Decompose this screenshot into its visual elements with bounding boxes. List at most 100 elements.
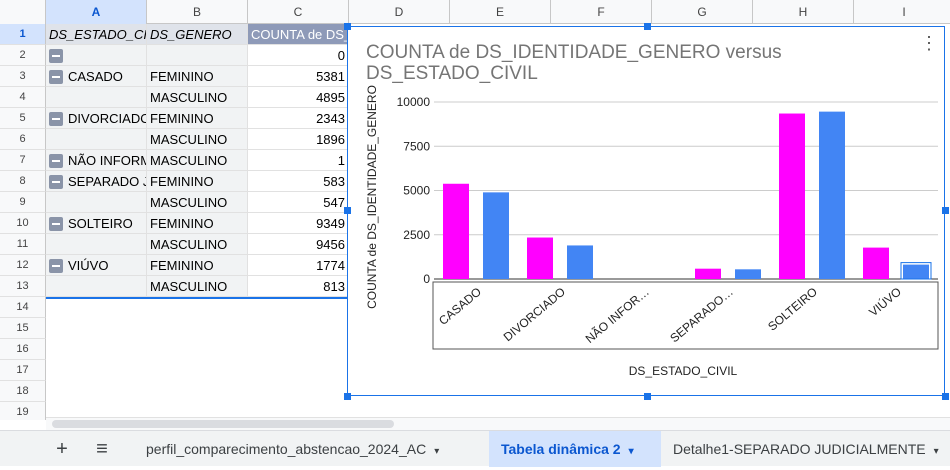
resize-handle-br[interactable] — [942, 393, 949, 400]
pivot-value-cell[interactable]: 9456 — [248, 234, 349, 255]
chevron-down-icon[interactable]: ▾ — [434, 446, 440, 457]
resize-handle-tm[interactable] — [644, 23, 651, 30]
bar-chart[interactable]: COUNTA de DS_IDENTIDADE_GENERO versus DS… — [347, 26, 945, 396]
column-header-g[interactable]: G — [652, 0, 753, 24]
resize-handle-bm[interactable] — [644, 393, 651, 400]
pivot-cell[interactable] — [46, 45, 147, 66]
pivot-row-label[interactable] — [46, 129, 147, 150]
pivot-genero-cell[interactable]: MASCULINO — [147, 234, 248, 255]
row-header-15[interactable]: 15 — [0, 318, 46, 339]
pivot-genero-cell[interactable]: FEMININO — [147, 108, 248, 129]
row-header-9[interactable]: 9 — [0, 192, 46, 213]
tab-tabela-dinamica-2[interactable]: Tabela dinâmica 2 ▾ — [489, 431, 661, 467]
tab-perfil-comparecimento[interactable]: perfil_comparecimento_abstencao_2024_AC ▾ — [146, 431, 486, 467]
column-header-b[interactable]: B — [147, 0, 248, 24]
row-header-11[interactable]: 11 — [0, 234, 46, 255]
row-header-18[interactable]: 18 — [0, 381, 46, 402]
tab-detalhe1-separado[interactable]: Detalhe1-SEPARADO JUDICIALMENTE ▾ — [673, 431, 950, 467]
pivot-genero-cell[interactable]: MASCULINO — [147, 192, 248, 213]
pivot-value-cell[interactable]: 9349 — [248, 213, 349, 234]
chart-menu-icon[interactable]: ⋮ — [920, 33, 938, 53]
row-header-3[interactable]: 3 — [0, 66, 46, 87]
collapse-group-icon[interactable] — [49, 216, 63, 231]
pivot-row-label[interactable]: DIVORCIADO — [46, 108, 147, 129]
collapse-group-icon[interactable] — [49, 153, 63, 168]
column-header-c[interactable]: C — [248, 0, 349, 24]
pivot-genero-cell[interactable]: MASCULINO — [147, 129, 248, 150]
select-all-corner[interactable] — [0, 0, 46, 24]
pivot-value-cell[interactable]: 4895 — [248, 87, 349, 108]
collapse-group-icon[interactable] — [49, 258, 63, 273]
row-header-12[interactable]: 12 — [0, 255, 46, 276]
pivot-genero-cell[interactable]: FEMININO — [147, 171, 248, 192]
column-header-a[interactable]: A — [46, 0, 147, 24]
horizontal-scrollbar[interactable] — [46, 417, 950, 430]
pivot-row-label[interactable] — [46, 276, 147, 297]
row-header-5[interactable]: 5 — [0, 108, 46, 129]
y-tick-label: 7500 — [403, 139, 430, 153]
pivot-row-label[interactable]: SOLTEIRO — [46, 213, 147, 234]
pivot-value-cell[interactable]: 1 — [248, 150, 349, 171]
pivot-cell[interactable] — [147, 45, 248, 66]
resize-handle-mr[interactable] — [942, 207, 949, 214]
pivot-row-label[interactable]: NÃO INFORMADO — [46, 150, 147, 171]
collapse-group-icon[interactable] — [49, 69, 63, 84]
row-header-6[interactable]: 6 — [0, 129, 46, 150]
row-header-13[interactable]: 13 — [0, 276, 46, 297]
pivot-header-estado-civil[interactable]: DS_ESTADO_CIVIL — [46, 24, 147, 45]
row-header-7[interactable]: 7 — [0, 150, 46, 171]
resize-handle-bl[interactable] — [344, 393, 351, 400]
pivot-genero-cell[interactable]: MASCULINO — [147, 276, 248, 297]
pivot-genero-cell[interactable]: MASCULINO — [147, 87, 248, 108]
collapse-group-icon[interactable] — [49, 111, 63, 126]
pivot-value-cell[interactable]: 547 — [248, 192, 349, 213]
collapse-group-icon[interactable] — [49, 48, 63, 63]
row-header-14[interactable]: 14 — [0, 297, 46, 318]
resize-handle-ml[interactable] — [344, 207, 351, 214]
all-sheets-menu-button[interactable]: ≡ — [96, 438, 108, 460]
row-header-16[interactable]: 16 — [0, 339, 46, 360]
column-header-e[interactable]: E — [450, 0, 551, 24]
chevron-down-icon[interactable]: ▾ — [628, 446, 634, 457]
row-header-19[interactable]: 19 — [0, 402, 46, 420]
pivot-genero-cell[interactable]: MASCULINO — [147, 150, 248, 171]
pivot-row-label[interactable]: SEPARADO JUDICIALMENTE — [46, 171, 147, 192]
scrollbar-thumb[interactable] — [52, 420, 394, 428]
pivot-row-label[interactable]: VIÚVO — [46, 255, 147, 276]
pivot-header-genero[interactable]: DS_GENERO — [147, 24, 248, 45]
pivot-value-cell[interactable]: 2343 — [248, 108, 349, 129]
cell-text: 1774 — [316, 258, 345, 273]
pivot-value-cell[interactable]: 813 — [248, 276, 349, 297]
row-header-17[interactable]: 17 — [0, 360, 46, 381]
row-header-10[interactable]: 10 — [0, 213, 46, 234]
pivot-row-label[interactable] — [46, 87, 147, 108]
column-header-i[interactable]: I — [854, 0, 950, 24]
pivot-genero-cell[interactable]: FEMININO — [147, 213, 248, 234]
pivot-value-cell[interactable]: 1774 — [248, 255, 349, 276]
column-header-d[interactable]: D — [349, 0, 450, 24]
collapse-group-icon[interactable] — [49, 174, 63, 189]
pivot-header-counta[interactable]: COUNTA de DS_IDENTIDADE_GENERO — [248, 24, 349, 45]
pivot-value-cell[interactable]: 1896 — [248, 129, 349, 150]
row-header-4[interactable]: 4 — [0, 87, 46, 108]
pivot-row-label[interactable] — [46, 192, 147, 213]
chevron-down-icon[interactable]: ▾ — [933, 446, 939, 457]
cell-text: DIVORCIADO — [68, 111, 147, 126]
row-header-8[interactable]: 8 — [0, 171, 46, 192]
pivot-row-label[interactable]: CASADO — [46, 66, 147, 87]
column-header-f[interactable]: F — [551, 0, 652, 24]
pivot-row-label[interactable] — [46, 234, 147, 255]
cell-text: COUNTA de DS_IDENTIDADE_GENERO — [251, 27, 348, 42]
pivot-value-cell[interactable]: 583 — [248, 171, 349, 192]
add-sheet-button[interactable]: + — [56, 438, 68, 460]
pivot-genero-cell[interactable]: FEMININO — [147, 255, 248, 276]
pivot-value-cell[interactable]: 5381 — [248, 66, 349, 87]
pivot-genero-cell[interactable]: FEMININO — [147, 66, 248, 87]
chart-plot: 0 2500 5000 7500 10000 CASADO DIVORCIADO NÃO IN… — [365, 85, 939, 378]
row-header-1[interactable]: 1 — [0, 24, 46, 45]
resize-handle-tl[interactable] — [344, 23, 351, 30]
row-header-2[interactable]: 2 — [0, 45, 46, 66]
pivot-value-cell[interactable]: 0 — [248, 45, 349, 66]
column-header-h[interactable]: H — [753, 0, 854, 24]
